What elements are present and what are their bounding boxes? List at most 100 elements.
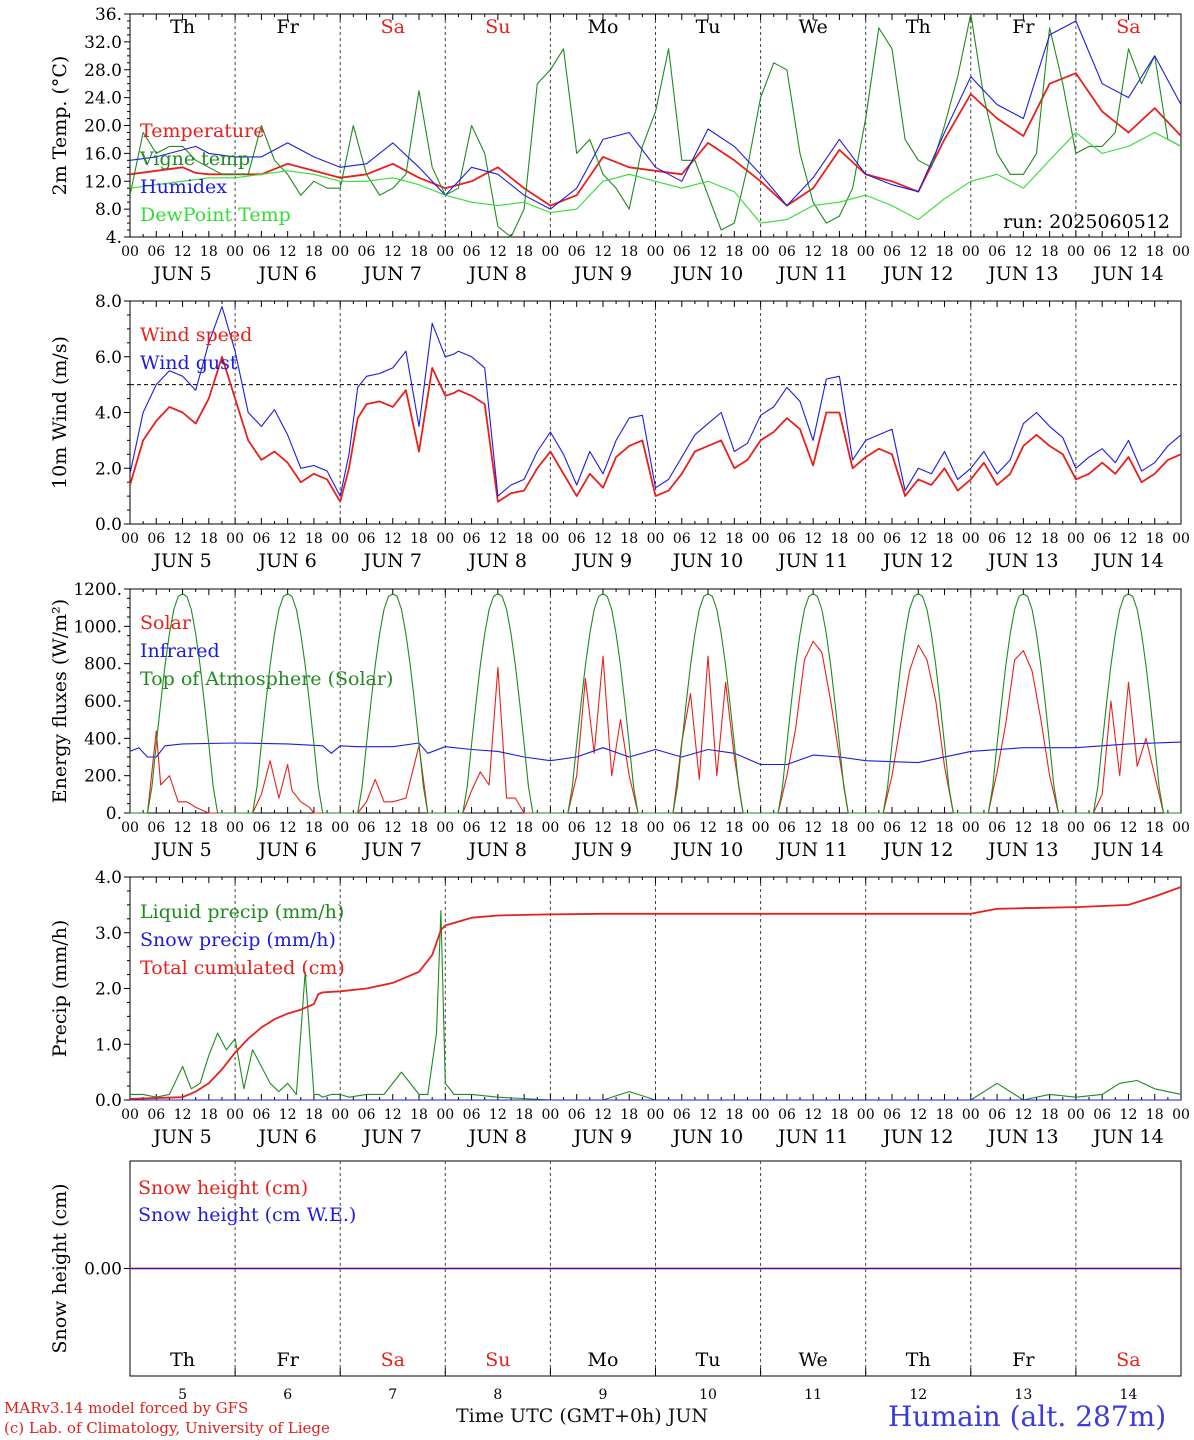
hour-tick-label: 00 xyxy=(752,1107,770,1123)
hour-tick-label: 18 xyxy=(725,244,743,260)
y-axis-label: Precip (mm/h) xyxy=(49,920,71,1058)
hour-tick-label: 06 xyxy=(252,531,270,547)
date-label: JUN 13 xyxy=(986,839,1058,861)
hour-tick-label: 12 xyxy=(174,820,192,836)
hour-tick-label: 06 xyxy=(568,1107,586,1123)
series-line-blue xyxy=(129,20,1182,210)
hour-tick-label: 00 xyxy=(857,244,875,260)
hour-tick-label: 12 xyxy=(909,531,927,547)
date-number: 11 xyxy=(804,1387,822,1403)
hour-tick-label: 18 xyxy=(620,244,638,260)
hour-tick-label: 00 xyxy=(331,244,349,260)
legend-entry: DewPoint Temp xyxy=(140,204,291,226)
hour-tick-label: 00 xyxy=(226,531,244,547)
day-label: Fr xyxy=(277,16,300,38)
hour-tick-label: 18 xyxy=(725,820,743,836)
hour-tick-label: 18 xyxy=(200,1107,218,1123)
hour-tick-label: 12 xyxy=(1014,820,1032,836)
date-number: 13 xyxy=(1014,1387,1032,1403)
hour-tick-label: 00 xyxy=(226,1107,244,1123)
hour-tick-label: 12 xyxy=(489,1107,507,1123)
date-number: 9 xyxy=(598,1387,607,1403)
series-line-red xyxy=(129,886,1182,1100)
hour-tick-label: 00 xyxy=(857,1107,875,1123)
day-label: Fr xyxy=(1012,1349,1035,1371)
legend-entry: Temperature xyxy=(140,120,264,142)
date-number: 14 xyxy=(1120,1387,1138,1403)
date-label: JUN 10 xyxy=(671,550,743,572)
hour-tick-label: 00 xyxy=(1172,531,1190,547)
hour-tick-label: 06 xyxy=(147,244,165,260)
day-label: Sa xyxy=(381,1349,405,1371)
date-label: JUN 14 xyxy=(1091,263,1163,285)
hour-tick-label: 12 xyxy=(384,820,402,836)
hour-tick-label: 12 xyxy=(699,820,717,836)
hour-tick-label: 18 xyxy=(305,820,323,836)
y-tick-label: 8.0 xyxy=(95,292,122,312)
date-label: JUN 11 xyxy=(776,1126,848,1148)
hour-tick-label: 18 xyxy=(200,820,218,836)
hour-tick-label: 12 xyxy=(909,1107,927,1123)
hour-tick-label: 18 xyxy=(725,1107,743,1123)
hour-tick-label: 18 xyxy=(200,244,218,260)
y-tick-label: 200. xyxy=(84,767,122,787)
panel-snow xyxy=(124,1160,1182,1377)
legend-entry: Wind speed xyxy=(140,324,252,346)
hour-tick-label: 06 xyxy=(358,820,376,836)
date-label: JUN 9 xyxy=(572,1126,632,1148)
hour-tick-label: 06 xyxy=(883,1107,901,1123)
day-label: Th xyxy=(906,16,931,38)
hour-tick-label: 00 xyxy=(541,531,559,547)
date-label: JUN 8 xyxy=(467,550,527,572)
hour-tick-label: 06 xyxy=(358,244,376,260)
hour-tick-label: 12 xyxy=(384,1107,402,1123)
hour-tick-label: 00 xyxy=(1172,820,1190,836)
day-label: Fr xyxy=(1012,16,1035,38)
hour-tick-label: 00 xyxy=(1067,1107,1085,1123)
day-label: Su xyxy=(485,1349,510,1371)
date-label: JUN 14 xyxy=(1091,550,1163,572)
hour-tick-label: 06 xyxy=(1093,531,1111,547)
hour-tick-label: 12 xyxy=(174,531,192,547)
hour-tick-label: 00 xyxy=(436,820,454,836)
date-label: JUN 12 xyxy=(881,1126,953,1148)
y-tick-label: 0. xyxy=(106,804,122,824)
y-tick-label: 12.0 xyxy=(84,172,122,192)
y-tick-label: 16.0 xyxy=(84,144,122,164)
date-label: JUN 9 xyxy=(572,263,632,285)
hour-tick-label: 18 xyxy=(936,531,954,547)
hour-tick-label: 06 xyxy=(463,820,481,836)
y-tick-label: 1000. xyxy=(73,617,122,637)
hour-tick-label: 00 xyxy=(541,1107,559,1123)
day-label: Th xyxy=(170,1349,195,1371)
hour-tick-label: 00 xyxy=(331,1107,349,1123)
hour-tick-label: 00 xyxy=(1067,244,1085,260)
y-tick-label: 32.0 xyxy=(84,33,122,53)
panel-wind xyxy=(124,300,1182,525)
x-axis-title: Time UTC (GMT+0h) JUN xyxy=(456,1405,708,1427)
y-tick-label: 0.0 xyxy=(95,1091,122,1111)
hour-tick-label: 18 xyxy=(1146,820,1164,836)
hour-tick-label: 18 xyxy=(305,1107,323,1123)
hour-tick-label: 00 xyxy=(226,820,244,836)
y-tick-label: 1200. xyxy=(73,580,122,600)
hour-tick-label: 00 xyxy=(857,531,875,547)
date-number: 7 xyxy=(388,1387,397,1403)
hour-tick-label: 12 xyxy=(594,1107,612,1123)
y-axis-label: 2m Temp. (°C) xyxy=(49,56,71,196)
date-label: JUN 9 xyxy=(572,839,632,861)
day-label: Th xyxy=(906,1349,931,1371)
hour-tick-label: 00 xyxy=(121,820,139,836)
hour-tick-label: 12 xyxy=(909,244,927,260)
series-line-blue xyxy=(129,741,1182,766)
hour-tick-label: 00 xyxy=(331,531,349,547)
hour-tick-label: 18 xyxy=(620,820,638,836)
hour-tick-label: 00 xyxy=(121,1107,139,1123)
date-label: JUN 8 xyxy=(467,263,527,285)
legend-entry: Humidex xyxy=(140,176,227,198)
hour-tick-label: 00 xyxy=(1172,1107,1190,1123)
date-label: JUN 5 xyxy=(151,263,211,285)
legend-entry: Top of Atmosphere (Solar) xyxy=(140,668,393,690)
legend-entry: Total cumulated (cm) xyxy=(140,957,345,979)
hour-tick-label: 18 xyxy=(620,1107,638,1123)
